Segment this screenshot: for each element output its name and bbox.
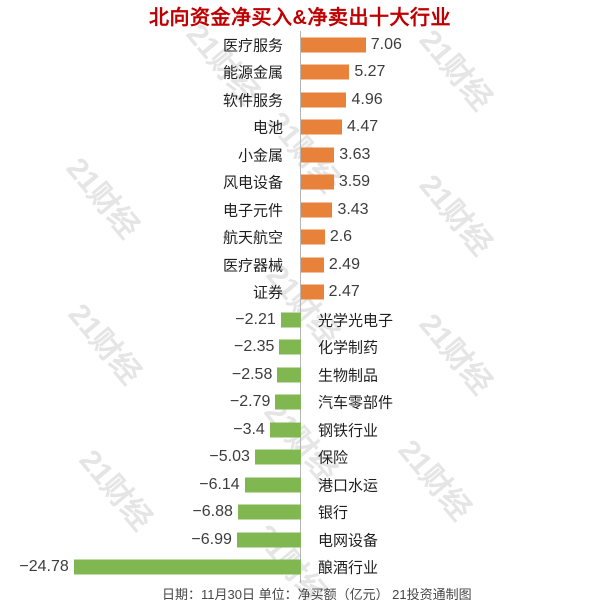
value-label: −6.99 bbox=[191, 530, 232, 548]
bar-negative bbox=[275, 394, 301, 410]
bar-row: 航天航空 2.6 bbox=[0, 224, 600, 252]
value-label: 3.63 bbox=[339, 145, 371, 163]
category-label: 银行 bbox=[318, 504, 349, 522]
bar-positive bbox=[301, 37, 366, 53]
value-label: 2.6 bbox=[329, 228, 353, 246]
bar-row: 化学制药 −2.35 bbox=[0, 334, 600, 362]
value-label: 4.96 bbox=[351, 90, 383, 108]
category-label: 酿酒行业 bbox=[318, 559, 379, 577]
bar-row: 能源金属 5.27 bbox=[0, 59, 600, 87]
category-label: 电子元件 bbox=[222, 202, 283, 220]
value-label: −2.35 bbox=[233, 338, 275, 356]
bar-positive bbox=[301, 202, 333, 218]
value-label: −2.21 bbox=[235, 310, 276, 328]
bar-row: 证券 2.47 bbox=[0, 279, 600, 307]
category-label: 证券 bbox=[252, 284, 283, 302]
bar-row: 生物制品 −2.58 bbox=[0, 361, 600, 389]
bar-negative bbox=[279, 339, 301, 355]
bar-chart: 医疗服务 7.06 能源金属 5.27 软件服务 4.96 电池 4.47 小金属 3.63 风电设… bbox=[0, 31, 600, 583]
category-label: 电池 bbox=[252, 119, 283, 137]
category-label: 软件服务 bbox=[222, 92, 283, 110]
bar-row: 港口水运 −6.14 bbox=[0, 471, 600, 499]
category-label: 钢铁行业 bbox=[318, 422, 379, 440]
bar-negative bbox=[237, 504, 301, 520]
bar-row: 医疗器械 2.49 bbox=[0, 251, 600, 279]
value-label: −5.03 bbox=[209, 448, 250, 466]
value-label: 2.49 bbox=[328, 255, 360, 273]
value-label: 3.59 bbox=[338, 173, 371, 191]
bar-row: 保险 −5.03 bbox=[0, 444, 600, 472]
bar-negative bbox=[277, 367, 301, 383]
bar-row: 电池 4.47 bbox=[0, 114, 600, 142]
category-label: 汽车零部件 bbox=[318, 394, 394, 412]
bar-positive bbox=[301, 119, 342, 135]
value-label: −2.79 bbox=[229, 393, 271, 411]
category-label: 航天航空 bbox=[222, 229, 283, 247]
category-label: 医疗器械 bbox=[222, 257, 283, 275]
value-label: 2.47 bbox=[328, 283, 360, 301]
category-label: 电网设备 bbox=[318, 532, 379, 550]
value-label: −6.14 bbox=[199, 475, 240, 493]
bar-row: 银行 −6.88 bbox=[0, 499, 600, 527]
bar-negative bbox=[244, 477, 301, 493]
value-label: −3.4 bbox=[233, 420, 265, 438]
bar-negative bbox=[254, 449, 301, 465]
value-label: −6.88 bbox=[192, 503, 233, 521]
value-label: 4.47 bbox=[346, 118, 379, 136]
value-label: −2.58 bbox=[231, 365, 273, 383]
bar-row: 汽车零部件 −2.79 bbox=[0, 389, 600, 417]
bar-row: 钢铁行业 −3.4 bbox=[0, 416, 600, 444]
value-label: −24.78 bbox=[19, 558, 69, 576]
value-label: 3.43 bbox=[337, 200, 369, 218]
bar-row: 小金属 3.63 bbox=[0, 141, 600, 169]
bar-row: 风电设备 3.59 bbox=[0, 169, 600, 197]
bar-positive bbox=[301, 229, 325, 245]
bar-row: 酿酒行业 −24.78 bbox=[0, 554, 600, 582]
bar-row: 电网设备 −6.99 bbox=[0, 526, 600, 554]
category-label: 风电设备 bbox=[222, 174, 283, 192]
bar-positive bbox=[301, 174, 334, 190]
bar-row: 电子元件 3.43 bbox=[0, 196, 600, 224]
bar-negative bbox=[269, 422, 301, 438]
bar-positive bbox=[301, 92, 347, 108]
category-label: 光学光电子 bbox=[318, 312, 394, 330]
value-label: 5.27 bbox=[354, 63, 386, 81]
bar-row: 医疗服务 7.06 bbox=[0, 31, 600, 59]
chart-caption: 日期：11月30日 单位：净买额（亿元） 21投资通制图 bbox=[162, 587, 472, 600]
bar-negative bbox=[280, 312, 301, 328]
category-label: 化学制药 bbox=[318, 339, 379, 357]
bar-positive bbox=[301, 64, 350, 80]
bar-positive bbox=[301, 147, 335, 163]
category-label: 保险 bbox=[318, 449, 349, 467]
bar-row: 光学光电子 −2.21 bbox=[0, 306, 600, 334]
category-label: 医疗服务 bbox=[222, 37, 283, 55]
category-label: 港口水运 bbox=[318, 477, 379, 495]
bar-positive bbox=[301, 284, 324, 300]
category-label: 能源金属 bbox=[222, 64, 283, 82]
category-label: 生物制品 bbox=[318, 367, 379, 385]
axis-line bbox=[300, 31, 301, 583]
chart-title: 北向资金净买入&净卖出十大行业 bbox=[149, 7, 451, 29]
category-label: 小金属 bbox=[237, 147, 283, 165]
bar-row: 软件服务 4.96 bbox=[0, 86, 600, 114]
bar-negative bbox=[236, 532, 301, 548]
bar-positive bbox=[301, 257, 324, 273]
value-label: 7.06 bbox=[370, 35, 402, 53]
bar-negative bbox=[73, 559, 301, 575]
